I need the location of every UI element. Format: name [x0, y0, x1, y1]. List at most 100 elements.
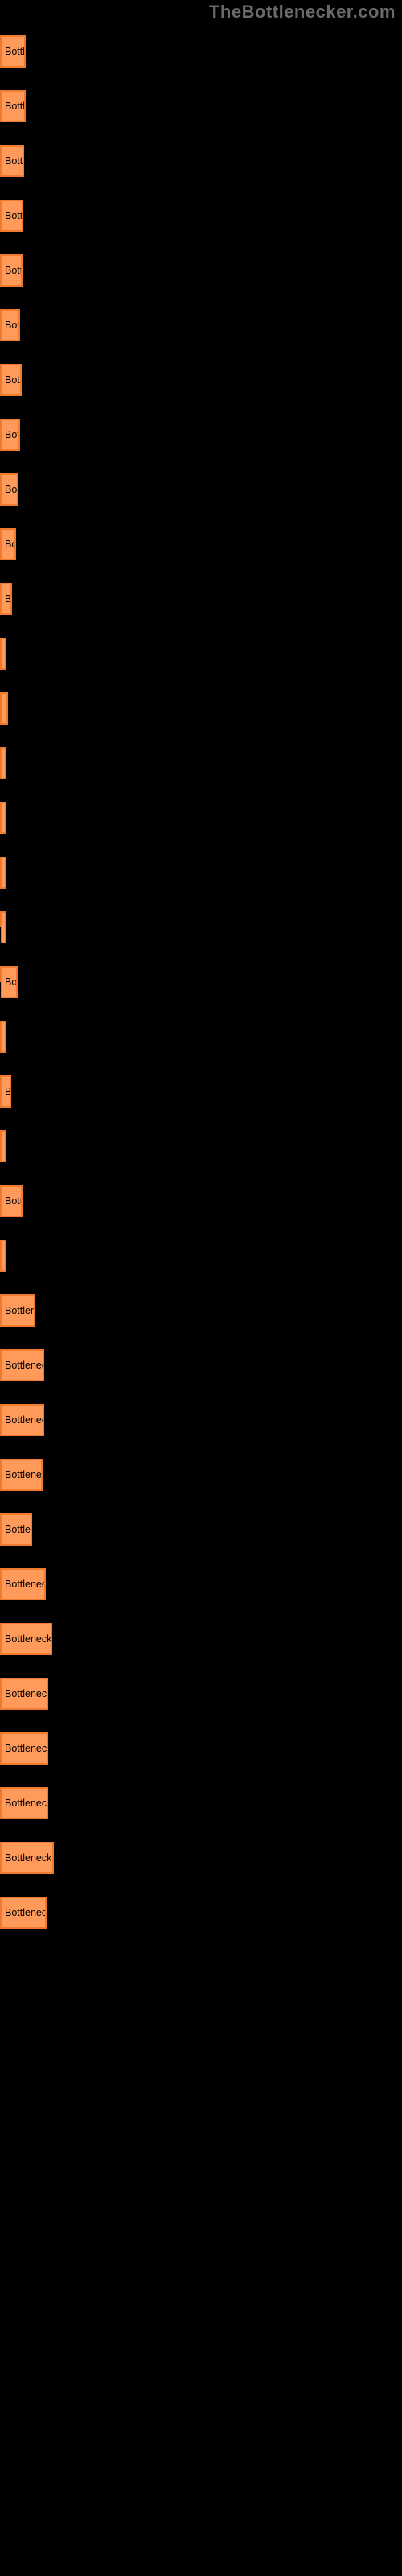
bar-label: Bottleneck result [5, 1141, 6, 1152]
chart-bar: Bottleneck result [0, 200, 23, 232]
bar-label: Bottleneck result [5, 1305, 35, 1316]
chart-bar: Bottleneck result [0, 1240, 6, 1272]
chart-row: Bottleneck result [0, 1776, 402, 1831]
bar-label: Bottleneck result [5, 758, 6, 769]
chart-bar: Bottleneck result [0, 966, 18, 998]
bar-label: Bottleneck result [5, 1907, 47, 1918]
bar-label: Bottleneck result [5, 1195, 23, 1207]
bar-label: Bottleneck result [5, 265, 23, 276]
chart-bar: Bottleneck result [0, 419, 20, 451]
bar-label: Bottleneck result [5, 1360, 44, 1371]
chart-bar: Bottleneck result [0, 473, 18, 506]
chart-bar: Bottleneck result [0, 145, 24, 177]
bar-label: Bottleneck result [5, 1031, 6, 1042]
chart-row: Bottleneck result [0, 1393, 402, 1447]
bar-label: Bottleneck result [5, 703, 8, 714]
chart-row: Bottleneck result [0, 1721, 402, 1776]
chart-bar: Bottleneck result [0, 802, 6, 834]
chart-row: Bottleneck result [0, 1228, 402, 1283]
chart-bar: Bottleneck result [0, 1623, 52, 1655]
chart-bar: Bottleneck result [0, 1897, 47, 1929]
chart-row: Bottleneck result [0, 1666, 402, 1721]
chart-bar: Bottleneck result [0, 1294, 35, 1327]
bar-label: Bottleneck result [5, 1688, 48, 1699]
chart-row: Bottleneck result [0, 736, 402, 791]
chart-bar: Bottleneck result [0, 857, 6, 889]
chart-row: Bottleneck result [0, 1009, 402, 1064]
chart-bar: Bottleneck result [0, 1185, 23, 1217]
chart-row: Bottleneck result [0, 1557, 402, 1612]
bar-label: Bottleneck result [5, 976, 18, 988]
chart-bar: Bottleneck result [0, 1678, 48, 1710]
chart-bar: Bottleneck result [0, 35, 26, 68]
chart-row: Bottleneck result [0, 955, 402, 1009]
bar-label: Bottleneck result [5, 484, 18, 495]
chart-bar: Bottleneck result [0, 1404, 44, 1436]
bar-label: Bottleneck result [5, 922, 6, 933]
chart-bar: Bottleneck result [0, 638, 6, 670]
chart-bar: Bottleneck result [0, 1459, 43, 1491]
bottleneck-chart: Bottleneck result Bottleneck result Bottle… [0, 0, 402, 2576]
chart-row: Bottleneck result [0, 462, 402, 517]
chart-bar: Bottleneck result [0, 309, 20, 341]
chart-row: Bottleneck result [0, 517, 402, 572]
chart-row: Bottleneck result [0, 1119, 402, 1174]
bar-label: Bottleneck result [5, 320, 20, 331]
chart-bar: Bottleneck result [0, 364, 22, 396]
bar-label: Bottleneck result [5, 539, 16, 550]
bar-label: Bottleneck result [5, 101, 26, 112]
chart-row: Bottleneck result [0, 1283, 402, 1338]
chart-bar: Bottleneck result [0, 911, 6, 943]
chart-row: Bottleneck result [0, 1174, 402, 1228]
bar-label: Bottleneck result [5, 1414, 44, 1426]
chart-bar: Bottleneck result [0, 1349, 44, 1381]
chart-row: Bottleneck result [0, 1502, 402, 1557]
chart-row: Bottleneck result [0, 353, 402, 407]
chart-row: Bottleneck result [0, 24, 402, 79]
chart-row: Bottleneck result [0, 79, 402, 134]
chart-bar: Bottleneck result [0, 1787, 48, 1819]
chart-bar: Bottleneck result [0, 90, 26, 122]
chart-row: Bottleneck result [0, 572, 402, 626]
chart-row: Bottleneck result [0, 626, 402, 681]
chart-bar: Bottleneck result [0, 1021, 6, 1053]
chart-row: Bottleneck result [0, 1064, 402, 1119]
chart-row: Bottleneck result [0, 298, 402, 353]
bar-label: Bottleneck result [5, 1250, 6, 1261]
chart-row: Bottleneck result [0, 845, 402, 900]
bar-label: Bottleneck result [5, 867, 6, 878]
bar-label: Bottleneck result [5, 1469, 43, 1480]
chart-row: Bottleneck result [0, 407, 402, 462]
chart-bar: Bottleneck result [0, 1568, 46, 1600]
chart-bar: Bottleneck result [0, 1130, 6, 1162]
bar-label: Bottleneck result [5, 812, 6, 824]
chart-row: Bottleneck result [0, 1338, 402, 1393]
bar-label: Bottleneck result [5, 1086, 11, 1097]
bar-label: Bottleneck result [5, 648, 6, 659]
chart-bar: Bottleneck result [0, 1075, 11, 1108]
chart-row: Bottleneck result [0, 1447, 402, 1502]
chart-row: Bottleneck result [0, 1831, 402, 1885]
chart-row: Bottleneck result [0, 1612, 402, 1666]
bar-label: Bottleneck result [5, 1743, 48, 1754]
bar-label: Bottleneck result [5, 1852, 54, 1864]
chart-row: Bottleneck result [0, 900, 402, 955]
chart-bar: Bottleneck result [0, 1842, 54, 1874]
chart-row: Bottleneck result [0, 1885, 402, 1940]
chart-row: Bottleneck result [0, 188, 402, 243]
chart-bar: Bottleneck result [0, 254, 23, 287]
bar-label: Bottleneck result [5, 155, 24, 167]
chart-row: Bottleneck result [0, 243, 402, 298]
bar-label: Bottleneck result [5, 1633, 52, 1645]
chart-bar: Bottleneck result [0, 583, 12, 615]
chart-row: Bottleneck result [0, 791, 402, 845]
chart-bar: Bottleneck result [0, 1732, 48, 1765]
bar-label: Bottleneck result [5, 1524, 32, 1535]
bar-label: Bottleneck result [5, 593, 12, 605]
chart-row: Bottleneck result [0, 134, 402, 188]
bar-label: Bottleneck result [5, 46, 26, 57]
chart-bar: Bottleneck result [0, 528, 16, 560]
bar-label: Bottleneck result [5, 1579, 46, 1590]
chart-bar: Bottleneck result [0, 1513, 32, 1546]
bar-label: Bottleneck result [5, 1798, 48, 1809]
